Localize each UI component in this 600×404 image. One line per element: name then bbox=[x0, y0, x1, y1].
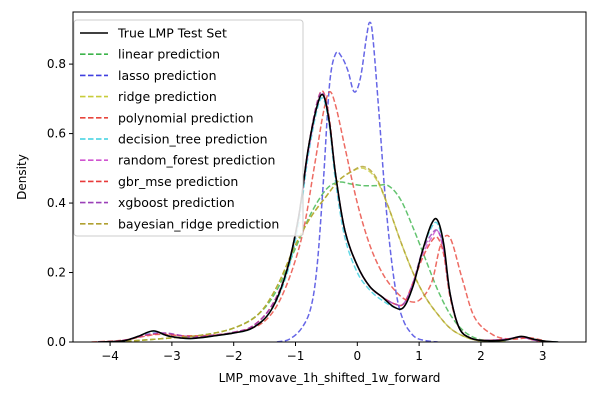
y-axis-ticks: 0.0 0.2 0.4 0.6 0.8 bbox=[47, 57, 73, 349]
y-tick-label: 0.2 bbox=[47, 266, 66, 280]
lasso-prediction-curve bbox=[276, 21, 438, 342]
plot-frame bbox=[72, 11, 587, 343]
x-tick-label: 1 bbox=[415, 349, 423, 363]
legend-label-bayesian-ridge-prediction: bayesian_ridge prediction bbox=[118, 216, 279, 231]
x-tick-label: −2 bbox=[225, 349, 243, 363]
legend-label-gbr-mse-prediction: gbr_mse prediction bbox=[118, 174, 238, 189]
legend-box bbox=[73, 19, 304, 237]
x-tick-label: −3 bbox=[163, 349, 181, 363]
y-tick-label: 0.4 bbox=[47, 196, 66, 210]
x-tick-label: −4 bbox=[101, 349, 119, 363]
legend-label-xgboost-prediction: xgboost prediction bbox=[118, 195, 235, 210]
y-axis-label: Density bbox=[15, 154, 29, 200]
legend-label-decision-tree-prediction: decision_tree prediction bbox=[118, 132, 268, 147]
bayesian-ridge-prediction-curve bbox=[110, 165, 506, 342]
x-axis-ticks: −4 −3 −2 −1 0 1 2 3 bbox=[101, 342, 547, 363]
legend-label-true-lmp-test-set: True LMP Test Set bbox=[117, 26, 227, 41]
legend-label-ridge-prediction: ridge prediction bbox=[118, 89, 217, 104]
legend-label-random-forest-prediction: random_forest prediction bbox=[118, 153, 275, 168]
legend-label-polynomial-prediction: polynomial prediction bbox=[118, 110, 254, 125]
x-tick-label: −1 bbox=[287, 349, 305, 363]
density-curves bbox=[91, 21, 559, 342]
legend-label-lasso-prediction: lasso prediction bbox=[118, 68, 217, 83]
legend-label-linear-prediction: linear prediction bbox=[118, 47, 220, 62]
y-tick-label: 0.0 bbox=[47, 335, 66, 349]
legend: True LMP Test Set linear prediction lasso … bbox=[73, 19, 304, 237]
x-tick-label: 0 bbox=[353, 349, 361, 363]
true-lmp-test-set-curve bbox=[97, 93, 559, 342]
x-axis-label: LMP_movave_1h_shifted_1w_forward bbox=[219, 371, 441, 385]
y-tick-label: 0.6 bbox=[47, 127, 66, 141]
x-tick-label: 3 bbox=[539, 349, 547, 363]
x-tick-label: 2 bbox=[477, 349, 485, 363]
y-tick-label: 0.8 bbox=[47, 57, 66, 71]
